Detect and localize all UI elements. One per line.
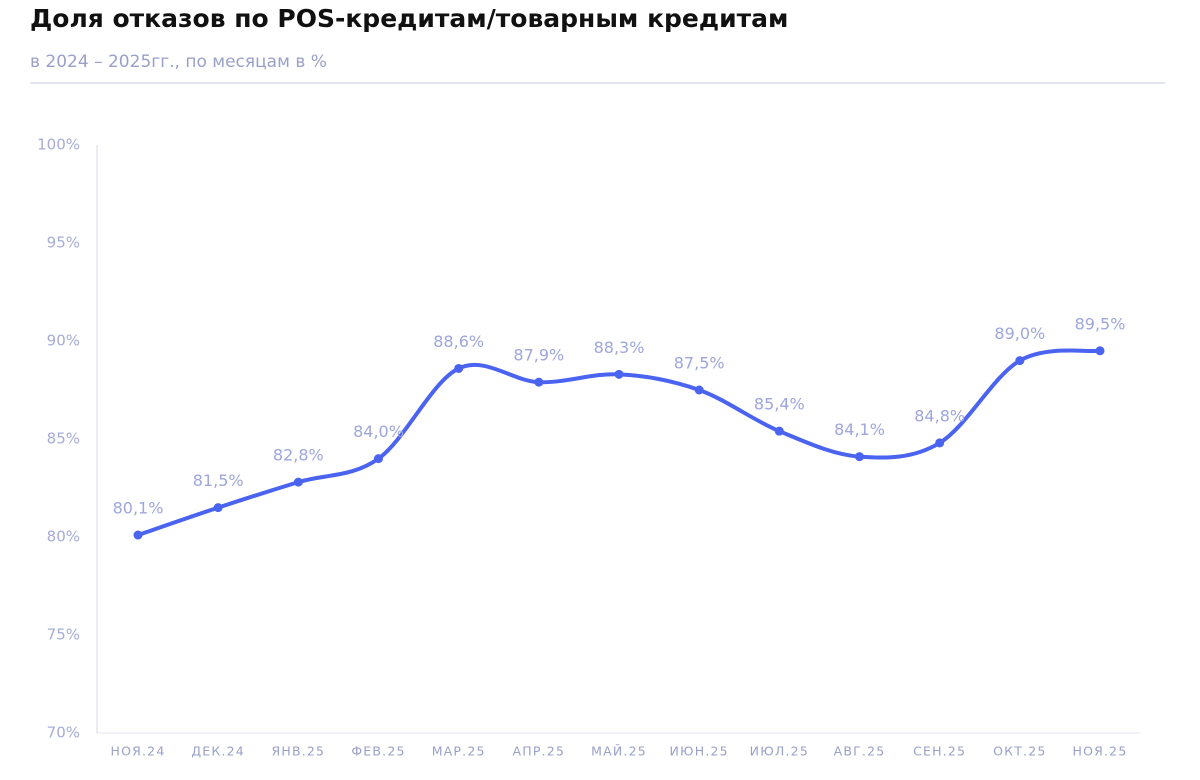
- point: [1015, 356, 1025, 366]
- point: [454, 363, 464, 373]
- value-label: 87,9%: [513, 346, 564, 365]
- y-tick-label: 70%: [47, 724, 80, 742]
- y-tick-label: 100%: [37, 136, 80, 154]
- point: [133, 530, 143, 540]
- x-tick-label: СЕН.25: [913, 744, 966, 759]
- x-tick-label: ИЮН.25: [670, 744, 729, 759]
- point: [935, 438, 945, 448]
- value-label: 88,3%: [594, 338, 645, 357]
- value-label: 88,6%: [433, 332, 484, 351]
- value-label: 80,1%: [113, 499, 164, 518]
- point: [855, 452, 864, 462]
- point: [774, 426, 784, 436]
- x-tick-label: ОКТ.25: [993, 744, 1046, 759]
- chart-title: Доля отказов по POS-кредитам/товарным кр…: [30, 4, 788, 33]
- value-label: 84,8%: [914, 406, 965, 425]
- value-label: 84,1%: [834, 420, 885, 439]
- y-tick-label: 80%: [47, 528, 80, 546]
- x-tick-label: ДЕК.24: [191, 744, 245, 759]
- value-label: 89,0%: [994, 324, 1045, 343]
- y-tick-label: 85%: [47, 430, 80, 448]
- y-tick-label: 95%: [47, 234, 80, 252]
- value-label: 84,0%: [353, 422, 404, 441]
- x-tick-label: ФЕВ.25: [351, 744, 405, 759]
- x-tick-label: АПР.25: [513, 744, 566, 759]
- point: [213, 503, 223, 513]
- point: [1095, 346, 1105, 356]
- y-tick-label: 75%: [47, 626, 80, 644]
- value-label: 85,4%: [754, 395, 805, 414]
- x-tick-label: МАЙ.25: [591, 744, 647, 759]
- x-tick-label: МАР.25: [432, 744, 486, 759]
- x-tick-label: АВГ.25: [834, 744, 886, 759]
- x-tick-label: НОЯ.24: [110, 744, 165, 759]
- point: [293, 477, 303, 487]
- value-label: 82,8%: [273, 446, 324, 465]
- chart-subtitle: в 2024 – 2025гг., по месяцам в %: [30, 52, 327, 72]
- value-label: 89,5%: [1075, 314, 1126, 333]
- y-tick-label: 90%: [47, 332, 80, 350]
- value-label: 87,5%: [674, 354, 725, 373]
- x-tick-label: ИЮЛ.25: [750, 744, 809, 759]
- point: [374, 454, 383, 464]
- point: [614, 369, 624, 379]
- x-tick-label: ЯНВ.25: [271, 744, 325, 759]
- value-label: 81,5%: [193, 471, 244, 490]
- point: [534, 377, 544, 387]
- point: [694, 385, 704, 395]
- x-tick-label: НОЯ.25: [1072, 744, 1127, 759]
